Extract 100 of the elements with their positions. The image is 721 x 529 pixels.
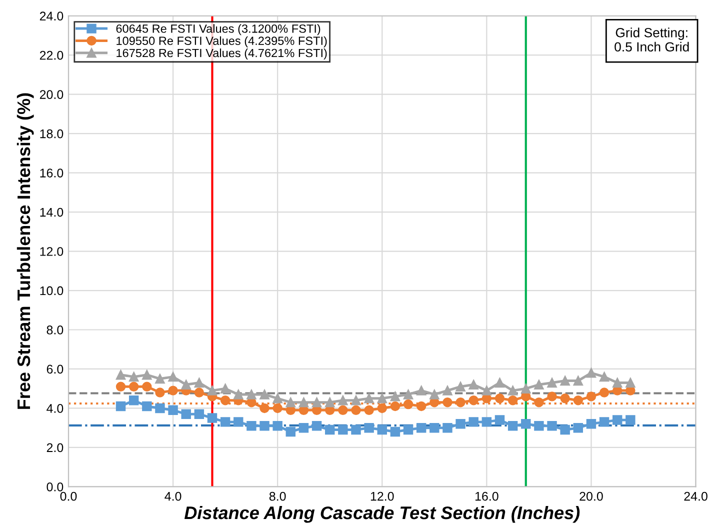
point xyxy=(272,421,282,431)
point xyxy=(194,388,204,398)
point xyxy=(324,397,335,408)
point xyxy=(403,390,414,400)
point xyxy=(181,409,191,419)
point xyxy=(312,421,322,431)
point xyxy=(599,388,610,398)
y-tick-label: 0.0 xyxy=(46,482,64,492)
point xyxy=(416,401,426,412)
point xyxy=(194,378,204,388)
point xyxy=(390,392,400,402)
point xyxy=(128,372,139,382)
y-tick-label: 18.0 xyxy=(40,129,64,138)
x-tick-label: 24.0 xyxy=(684,492,708,501)
x-tick-label: 12.0 xyxy=(370,492,394,501)
point xyxy=(234,417,244,427)
point xyxy=(534,421,544,431)
point xyxy=(468,396,478,406)
point xyxy=(403,399,414,410)
point xyxy=(430,422,440,433)
point xyxy=(573,396,584,406)
point xyxy=(128,396,139,406)
point xyxy=(468,417,478,427)
point xyxy=(377,394,387,404)
y-tick-label: 22.0 xyxy=(40,50,64,60)
point xyxy=(508,386,518,396)
x-tick-label: 0.0 xyxy=(60,492,77,501)
point xyxy=(116,382,126,392)
point xyxy=(128,382,139,392)
point xyxy=(482,386,492,396)
point xyxy=(351,424,361,435)
point xyxy=(599,417,610,427)
x-tick-label: 16.0 xyxy=(475,492,498,501)
point xyxy=(456,419,466,429)
point xyxy=(220,384,230,394)
point xyxy=(298,397,309,408)
point xyxy=(155,403,165,414)
point xyxy=(442,397,452,408)
point xyxy=(626,378,636,388)
point xyxy=(194,409,204,419)
point xyxy=(338,424,348,435)
point xyxy=(390,401,400,412)
point xyxy=(534,397,544,408)
point xyxy=(168,405,178,416)
x-tick-label: 8.0 xyxy=(269,492,286,501)
point xyxy=(626,415,636,425)
y-tick-label: 4.0 xyxy=(46,404,64,413)
point xyxy=(390,426,400,437)
point xyxy=(338,405,348,416)
point xyxy=(207,386,218,396)
legend-label: 167528 Re FSTI Values (4.7621% FSTI) xyxy=(116,48,327,60)
point xyxy=(586,368,596,378)
point xyxy=(403,424,414,435)
point xyxy=(168,386,178,396)
point xyxy=(272,394,282,404)
point xyxy=(456,397,466,408)
y-tick-label: 6.0 xyxy=(46,364,64,374)
point xyxy=(442,422,452,433)
point xyxy=(612,415,622,425)
point xyxy=(364,422,374,433)
point xyxy=(547,378,557,388)
point xyxy=(116,370,126,380)
point xyxy=(324,424,335,435)
point xyxy=(142,382,152,392)
point xyxy=(286,397,296,408)
x-tick-label: 20.0 xyxy=(580,492,603,501)
point xyxy=(234,390,244,400)
point xyxy=(260,421,270,431)
x-axis-title: Distance Along Cascade Test Section (Inches) xyxy=(184,506,580,523)
point xyxy=(560,424,570,435)
point xyxy=(560,376,570,386)
point xyxy=(351,396,361,406)
point xyxy=(246,390,256,400)
point xyxy=(416,386,426,396)
y-tick-label: 24.0 xyxy=(40,12,64,21)
y-tick-label: 8.0 xyxy=(46,326,64,334)
point xyxy=(508,421,518,431)
legend-label: 60645 Re FSTI Values (3.1200% FSTI) xyxy=(116,24,320,36)
point xyxy=(456,382,466,392)
legend-label: 109550 Re FSTI Values (4.2395% FSTI) xyxy=(116,36,327,48)
point xyxy=(586,419,596,429)
point xyxy=(482,417,492,427)
point xyxy=(547,421,557,431)
point xyxy=(508,396,518,406)
point xyxy=(599,372,610,382)
point xyxy=(142,370,152,380)
y-tick-label: 20.0 xyxy=(40,90,64,99)
point xyxy=(573,376,584,386)
point xyxy=(586,392,596,402)
point xyxy=(521,419,531,429)
point xyxy=(494,378,505,388)
point xyxy=(534,380,544,390)
point xyxy=(155,388,165,398)
point xyxy=(468,380,478,390)
y-tick-label: 16.0 xyxy=(40,168,64,178)
point xyxy=(116,401,126,412)
point xyxy=(155,374,165,384)
point xyxy=(430,390,440,400)
y-axis-title: Free Stream Turbulence Intensity (%) xyxy=(16,93,34,409)
point xyxy=(377,403,387,414)
